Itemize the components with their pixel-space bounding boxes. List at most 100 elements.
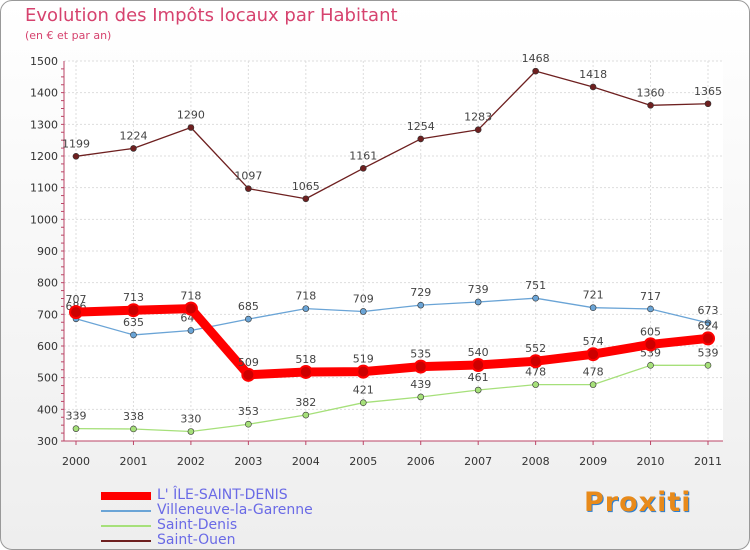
chart-title: Evolution des Impôts locaux par Habitant <box>25 5 398 26</box>
chart-subtitle: (en € et par an) <box>25 29 112 42</box>
y-tick-label: 1000 <box>30 213 58 226</box>
data-label: 1161 <box>349 149 377 162</box>
series-line <box>75 297 709 336</box>
data-point <box>643 337 658 352</box>
x-tick-label: 2003 <box>234 455 262 468</box>
series-0: 1199 1224 1290 1097 1065 1161 1254 1283 1468 1418… <box>62 52 722 203</box>
data-label: 478 <box>525 366 546 379</box>
data-label: 439 <box>410 378 431 391</box>
data-point <box>359 399 367 406</box>
data-label: 421 <box>353 384 374 397</box>
data-point <box>701 331 715 346</box>
data-label: 1283 <box>464 111 492 124</box>
data-point <box>245 420 252 428</box>
data-label: 519 <box>353 353 374 366</box>
data-label: 509 <box>238 356 259 369</box>
data-point <box>69 305 83 320</box>
data-point <box>589 83 597 91</box>
data-label: 718 <box>180 290 201 303</box>
data-label: 605 <box>640 325 661 338</box>
y-tick-label: 900 <box>37 245 58 258</box>
data-label: 1254 <box>407 120 435 133</box>
x-tick-label: 2009 <box>579 455 607 468</box>
data-point <box>532 67 539 75</box>
data-point <box>589 304 597 311</box>
data-label: 518 <box>295 353 316 366</box>
data-label: 339 <box>66 410 87 423</box>
data-point <box>532 381 539 388</box>
data-label: 739 <box>468 283 489 296</box>
data-point <box>187 428 195 435</box>
data-point <box>532 294 539 302</box>
y-tick-label: 300 <box>37 435 58 448</box>
data-label: 751 <box>525 279 546 292</box>
legend-label: Saint-Denis <box>157 517 238 533</box>
series-line <box>71 304 713 380</box>
data-point <box>72 153 80 160</box>
data-point <box>298 364 313 379</box>
data-label: 718 <box>295 290 316 303</box>
data-label: 707 <box>66 293 87 306</box>
data-point <box>647 305 654 313</box>
line-chart: 300 400 500 600 700 800 900 1000 1100 1200 1300 140… <box>30 52 723 468</box>
series-3: 707 713 718 509 518 519 535 540 552 574 605 624 <box>66 290 719 382</box>
y-tick-label: 1400 <box>30 87 58 100</box>
legend-swatch <box>101 492 151 500</box>
brand-text: Proxiti <box>584 487 692 518</box>
data-point <box>130 425 137 433</box>
y-tick-label: 700 <box>37 308 58 321</box>
x-tick-label: 2010 <box>637 455 665 468</box>
x-tick-label: 2011 <box>694 455 722 468</box>
data-label: 461 <box>468 371 489 384</box>
data-label: 574 <box>583 335 604 348</box>
data-label: 624 <box>698 319 719 332</box>
x-tick-label: 2005 <box>349 455 377 468</box>
data-label: 673 <box>698 304 719 317</box>
data-label: 353 <box>238 405 259 418</box>
data-point <box>704 319 712 327</box>
data-label: 717 <box>640 290 661 303</box>
x-tick-label: 2000 <box>62 455 90 468</box>
data-point <box>474 126 482 134</box>
x-tick-label: 2006 <box>407 455 435 468</box>
data-label: 1065 <box>292 180 320 193</box>
data-point <box>302 195 310 203</box>
data-label: 338 <box>123 410 144 423</box>
data-point <box>359 165 367 172</box>
data-label: 635 <box>123 316 144 329</box>
data-point <box>359 308 367 315</box>
y-tick-label: 1100 <box>30 182 58 195</box>
y-tick-label: 600 <box>37 340 58 353</box>
data-point <box>241 367 256 382</box>
data-label: 685 <box>238 300 259 313</box>
data-point <box>187 124 195 131</box>
data-point <box>647 362 654 369</box>
data-label: 540 <box>468 346 489 359</box>
y-tick-label: 1300 <box>30 118 58 131</box>
x-tick-label: 2004 <box>292 455 320 468</box>
data-point <box>245 185 252 192</box>
legend-label: Saint-Ouen <box>157 532 236 548</box>
proxiti-logo: Proxiti <box>584 487 692 518</box>
data-point <box>245 315 252 323</box>
y-tick-label: 1200 <box>30 150 58 163</box>
x-tick-label: 2002 <box>177 455 205 468</box>
data-point <box>704 362 712 369</box>
data-label: 1468 <box>522 52 550 65</box>
legend-swatch <box>101 510 151 512</box>
data-label: 713 <box>123 291 144 304</box>
legend-swatch <box>101 525 151 527</box>
y-tick-label: 500 <box>37 372 58 385</box>
data-label: 1290 <box>177 109 205 122</box>
legend-swatch <box>101 540 151 542</box>
data-point <box>72 425 80 432</box>
data-point <box>302 411 310 419</box>
y-tick-label: 800 <box>37 277 58 290</box>
x-tick-label: 2001 <box>119 455 147 468</box>
data-point <box>586 347 601 362</box>
series-line <box>75 364 709 433</box>
data-point <box>126 303 141 318</box>
data-point <box>130 331 137 339</box>
data-point <box>130 145 137 152</box>
